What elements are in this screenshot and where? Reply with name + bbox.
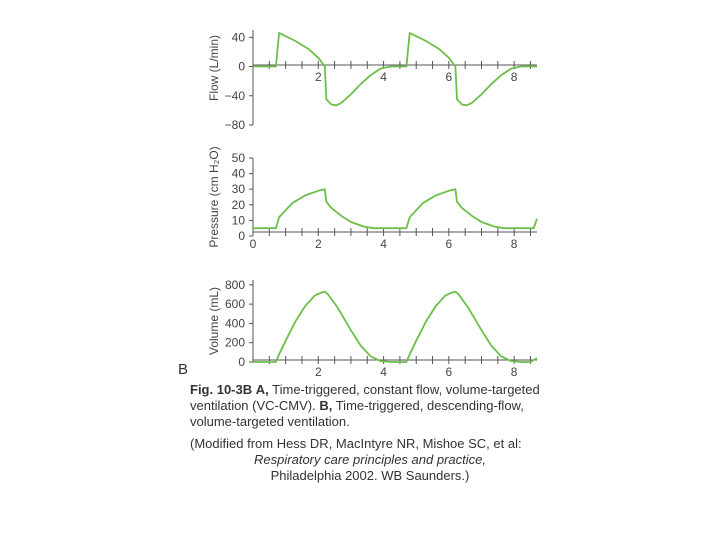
volume-y-tick-label: 600 (225, 297, 245, 311)
volume-x-tick-label: 8 (511, 365, 518, 379)
flow-x-tick-label: 6 (446, 70, 453, 84)
volume-y-tick-label: 400 (225, 316, 245, 330)
pressure-y-tick-label: 30 (232, 182, 246, 196)
flow-x-tick-label: 8 (511, 70, 518, 84)
caption-source-line1: (Modified from Hess DR, MacIntyre NR, Mi… (190, 436, 522, 451)
panel-letter: B (178, 361, 188, 378)
volume-x-tick-label: 6 (446, 365, 453, 379)
flow-x-tick-label: 4 (380, 70, 387, 84)
caption-b-text: Time-triggered, descending-flow, volume-… (190, 398, 524, 429)
flow-x-tick-label: 2 (315, 70, 322, 84)
flow-y-tick-label: −40 (225, 89, 246, 103)
volume-x-tick-label: 2 (315, 365, 322, 379)
pressure-y-tick-label: 10 (232, 213, 246, 227)
pressure-y-tick-label: 50 (232, 151, 246, 165)
pressure-y-tick-label: 40 (232, 167, 246, 181)
pressure-series-line (253, 188, 538, 230)
figure-caption: Fig. 10-3B A, Time-triggered, constant f… (190, 382, 550, 484)
pressure-x-tick-label: 4 (380, 237, 387, 251)
pressure-x-tick-label: 8 (511, 237, 518, 251)
flow-y-tick-label: −80 (225, 118, 246, 132)
volume-y-tick-label: 200 (225, 336, 245, 350)
volume-axis-title: Volume (mL) (207, 287, 221, 355)
caption-a-label: A, (255, 382, 269, 397)
pressure-axis-title: Pressure (cm H₂O) (207, 146, 221, 247)
pressure-x-tick-label: 0 (250, 237, 257, 251)
flow-series-line (253, 32, 537, 107)
flow-axis-title: Flow (L/min) (207, 35, 221, 101)
caption-a-text: Time-triggered, constant flow, volume-ta… (190, 382, 540, 413)
caption-source-book: Respiratory care principles and practice… (254, 452, 486, 467)
pressure-x-tick-label: 2 (315, 237, 322, 251)
volume-y-tick-label: 800 (225, 278, 245, 292)
volume-x-tick-label: 4 (380, 365, 387, 379)
caption-fig-label: Fig. 10-3B (190, 382, 253, 397)
flow-y-tick-label: 40 (232, 30, 246, 44)
volume-panel: 800 600 400 200 0 2 4 6 8 Volume (mL) (207, 278, 538, 379)
flow-y-tick-label: 0 (238, 60, 245, 74)
pressure-y-tick-label: 20 (232, 198, 246, 212)
volume-y-tick-label: 0 (238, 355, 245, 369)
volume-series-line (253, 290, 538, 363)
pressure-y-tick-label: 0 (238, 229, 245, 243)
pressure-x-tick-label: 6 (446, 237, 453, 251)
flow-panel: 40 0 −40 −80 2 4 6 8 Flow (L/min) (207, 30, 537, 132)
caption-source-line3: Philadelphia 2002. WB Saunders.) (270, 468, 470, 483)
caption-b-label: B, (319, 398, 333, 413)
